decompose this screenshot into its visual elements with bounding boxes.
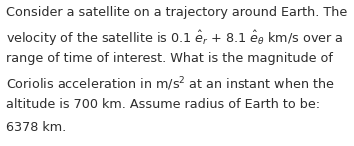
Text: altitude is 700 km. Assume radius of Earth to be:: altitude is 700 km. Assume radius of Ear… — [6, 98, 320, 111]
Text: range of time of interest. What is the magnitude of: range of time of interest. What is the m… — [6, 52, 333, 65]
Text: velocity of the satellite is 0.1 $\hat{e}_r$ + 8.1 $\hat{e}_\theta$ km/s over a: velocity of the satellite is 0.1 $\hat{e… — [6, 29, 344, 48]
Text: Coriolis acceleration in m/s$^2$ at an instant when the: Coriolis acceleration in m/s$^2$ at an i… — [6, 75, 335, 93]
Text: 6378 km.: 6378 km. — [6, 121, 67, 134]
Text: Consider a satellite on a trajectory around Earth. The: Consider a satellite on a trajectory aro… — [6, 6, 348, 19]
